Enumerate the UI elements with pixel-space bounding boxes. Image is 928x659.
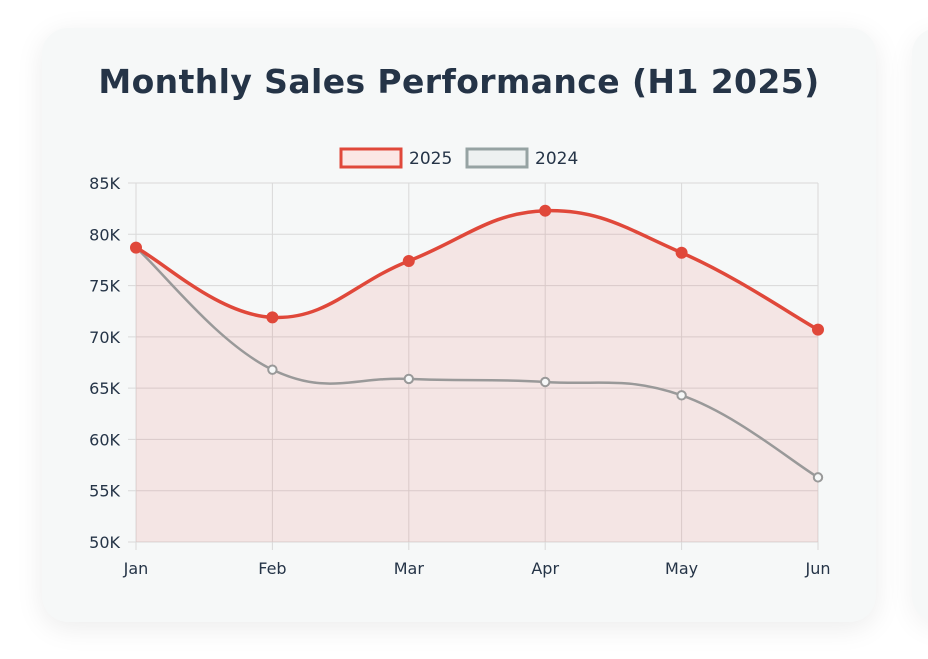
area-fill-layer: [136, 210, 818, 542]
series-2024-point[interactable]: [267, 364, 278, 375]
series-2025-area: [136, 210, 818, 542]
legend-label: 2025: [409, 149, 452, 169]
y-tick-label: 50K: [89, 533, 120, 552]
series-points: [130, 204, 824, 483]
x-tick-label: Jan: [123, 559, 149, 578]
chart-card: [42, 28, 876, 622]
x-tick-label: Jun: [805, 559, 831, 578]
series-2024-point[interactable]: [812, 472, 824, 483]
series-2024-point[interactable]: [403, 373, 414, 385]
legend[interactable]: 2025 2024: [339, 147, 578, 169]
legend-item-2025[interactable]: 2025: [339, 147, 452, 169]
series-2024-point[interactable]: [676, 390, 687, 401]
series-2025-point[interactable]: [675, 246, 688, 259]
chart-title: Monthly Sales Performance (H1 2025): [98, 62, 820, 101]
grid-lines: [128, 182, 819, 550]
y-tick-label: 60K: [89, 430, 120, 449]
series-2025-point[interactable]: [130, 241, 142, 254]
legend-swatch: [339, 147, 403, 169]
series-2025-point[interactable]: [539, 204, 552, 217]
adjacent-card-edge: [912, 28, 928, 622]
series-2025-point[interactable]: [266, 311, 279, 324]
x-tick-label: Feb: [258, 559, 286, 578]
series-2025-line: [134, 208, 820, 332]
series-2024-line: [134, 246, 820, 479]
x-axis-ticks: Jan Feb Mar Apr May Jun: [123, 559, 831, 578]
x-tick-label: Apr: [531, 559, 559, 578]
legend-label: 2024: [535, 149, 578, 169]
x-tick-label: May: [665, 559, 698, 578]
series-2025-point[interactable]: [812, 323, 824, 336]
y-tick-label: 65K: [89, 379, 120, 398]
series-2024-point[interactable]: [540, 376, 551, 388]
series-2025-point[interactable]: [402, 254, 415, 267]
legend-swatch: [465, 147, 529, 169]
y-tick-label: 80K: [89, 225, 120, 244]
x-tick-label: Mar: [394, 559, 425, 578]
y-tick-label: 75K: [89, 277, 120, 296]
y-axis-ticks: 50K 55K 60K 65K 70K 75K 80K 85K: [89, 174, 120, 552]
y-tick-label: 85K: [89, 174, 120, 193]
series-lines: [134, 208, 820, 479]
legend-item-2024[interactable]: 2024: [465, 147, 578, 169]
y-tick-label: 55K: [89, 482, 120, 501]
y-tick-label: 70K: [89, 328, 120, 347]
